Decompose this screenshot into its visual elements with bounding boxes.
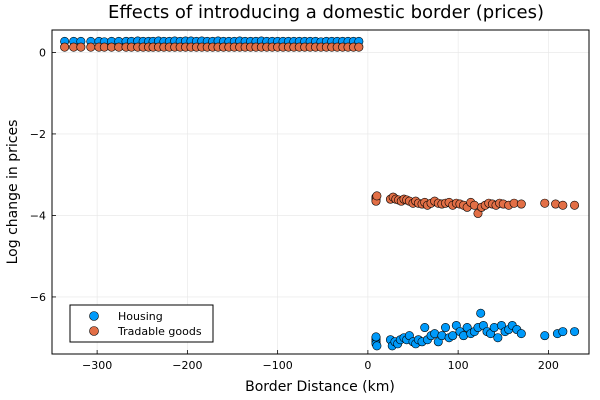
data-point-tradable-goods: [558, 200, 568, 210]
x-tick-label: −100: [263, 359, 293, 372]
y-tick-label: −4: [30, 209, 46, 222]
plot-frame: [51, 29, 590, 355]
legend-label-housing: Housing: [118, 310, 163, 323]
data-point-housing: [558, 327, 568, 337]
data-point-housing: [372, 341, 382, 351]
data-point-tradable-goods: [516, 199, 526, 209]
data-point-housing: [440, 323, 450, 333]
data-point-tradable-goods: [60, 42, 70, 52]
tick-layer: −300 −200 −100 0 100 200 0 −2 −4 −6: [30, 46, 559, 372]
y-axis-label: Log change in prices: [5, 120, 21, 265]
data-point-housing: [570, 327, 580, 337]
data-point-housing: [516, 329, 526, 339]
data-point-tradable-goods: [372, 191, 382, 201]
legend-label-tradable-goods: Tradable goods: [117, 325, 202, 338]
data-point-tradable-goods: [540, 198, 550, 208]
y-tick-label: −6: [30, 291, 46, 304]
x-tick-label: −300: [82, 359, 112, 372]
legend-marker-housing: [89, 311, 99, 321]
points-layer: [60, 36, 580, 351]
data-point-housing: [540, 331, 550, 341]
x-axis-label: Border Distance (km): [245, 379, 395, 395]
data-point-tradable-goods: [86, 42, 96, 52]
x-tick-label: 200: [538, 359, 559, 372]
chart-title: Effects of introducing a domestic border…: [108, 2, 544, 23]
data-point-housing: [476, 308, 486, 318]
legend-box: [69, 304, 214, 343]
y-tick-label: −2: [30, 128, 46, 141]
data-point-housing: [420, 323, 430, 333]
x-tick-label: 100: [448, 359, 469, 372]
data-point-tradable-goods: [354, 42, 364, 52]
y-tick-label: 0: [39, 46, 46, 59]
legend: Housing Tradable goods: [69, 304, 214, 343]
data-point-housing: [371, 332, 381, 342]
data-point-housing: [448, 331, 458, 341]
data-point-tradable-goods: [76, 42, 86, 52]
grid-layer: [52, 30, 589, 354]
data-point-tradable-goods: [570, 200, 580, 210]
x-tick-label: 0: [364, 359, 371, 372]
legend-marker-tradable-goods: [89, 326, 99, 336]
data-point-housing: [493, 333, 503, 343]
x-tick-label: −200: [172, 359, 202, 372]
